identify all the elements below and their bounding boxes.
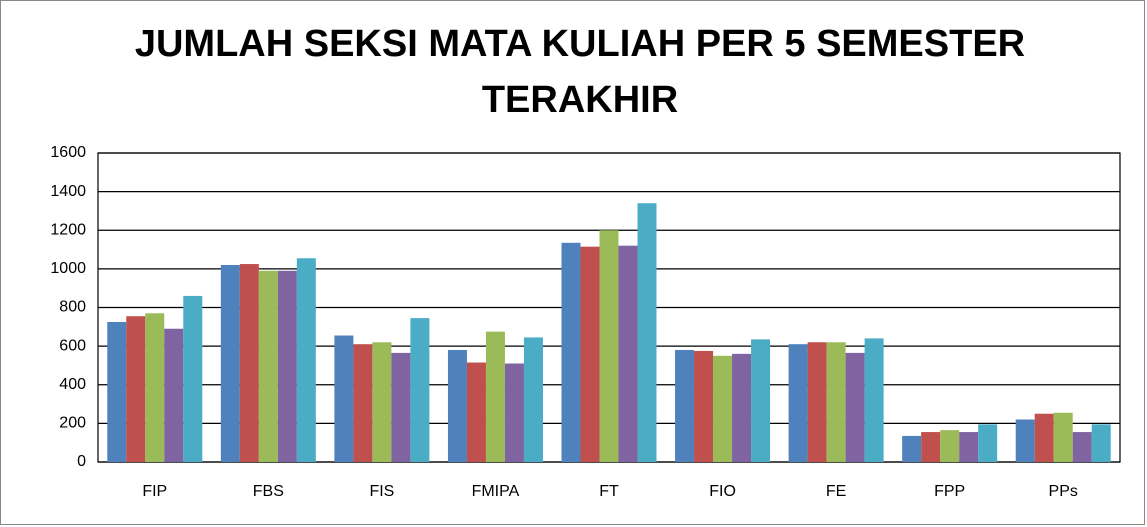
bar: [504, 363, 524, 462]
bar: [713, 355, 733, 462]
bar: [826, 342, 846, 462]
chart-title: JUMLAH SEKSI MATA KULIAH PER 5 SEMESTER …: [134, 23, 1026, 121]
y-tick-label: 800: [59, 299, 86, 316]
y-tick-label: 1000: [50, 260, 86, 277]
y-tick-label: 600: [59, 337, 86, 354]
bar: [675, 349, 695, 462]
bar: [845, 352, 865, 462]
bar: [1034, 413, 1054, 462]
x-tick-label: FE: [826, 483, 846, 500]
bar: [1091, 424, 1111, 462]
bar: [372, 342, 392, 462]
x-tick-label: FIO: [709, 483, 736, 500]
bar: [447, 349, 467, 462]
bar: [183, 295, 203, 462]
bar: [694, 350, 714, 462]
x-tick-label: FIP: [142, 483, 167, 500]
bar: [788, 344, 808, 462]
bar: [864, 338, 884, 462]
bar: [902, 435, 922, 462]
bar: [940, 430, 960, 462]
x-tick-label: FPP: [934, 483, 965, 500]
bar: [561, 242, 581, 462]
bar: [523, 337, 543, 462]
bar: [485, 331, 505, 462]
bar: [410, 318, 430, 462]
bar: [145, 313, 165, 462]
bar: [978, 424, 998, 462]
x-tick-label: FMIPA: [472, 483, 520, 500]
bar: [1072, 432, 1092, 462]
bar: [1015, 419, 1035, 462]
bar: [732, 353, 752, 462]
bar: [258, 270, 278, 462]
bar: [959, 432, 979, 462]
y-tick-label: 1400: [50, 183, 86, 200]
bar: [599, 230, 619, 462]
x-tick-label: PPs: [1049, 483, 1078, 500]
bar: [220, 265, 240, 462]
y-tick-label: 400: [59, 376, 86, 393]
bar: [126, 316, 146, 462]
x-tick-label: FIS: [369, 483, 394, 500]
bar: [807, 342, 827, 462]
y-tick-label: 1600: [50, 144, 86, 161]
bar: [239, 264, 259, 462]
y-tick-label: 200: [59, 415, 86, 432]
bar: [580, 246, 600, 462]
bar: [277, 270, 297, 462]
bar: [1053, 412, 1073, 462]
bar: [334, 335, 354, 462]
bar: [921, 432, 941, 462]
y-tick-label: 0: [77, 453, 86, 470]
bar: [618, 245, 638, 462]
bar: [296, 258, 316, 462]
bar: [637, 203, 657, 462]
bar: [751, 339, 771, 462]
x-tick-label: FBS: [253, 483, 284, 500]
x-tick-label: FT: [599, 483, 619, 500]
bar: [164, 328, 184, 462]
bar: [466, 362, 486, 462]
bar: [391, 352, 411, 462]
bar: [353, 344, 373, 462]
bar: [107, 321, 127, 462]
y-tick-label: 1200: [50, 221, 86, 238]
